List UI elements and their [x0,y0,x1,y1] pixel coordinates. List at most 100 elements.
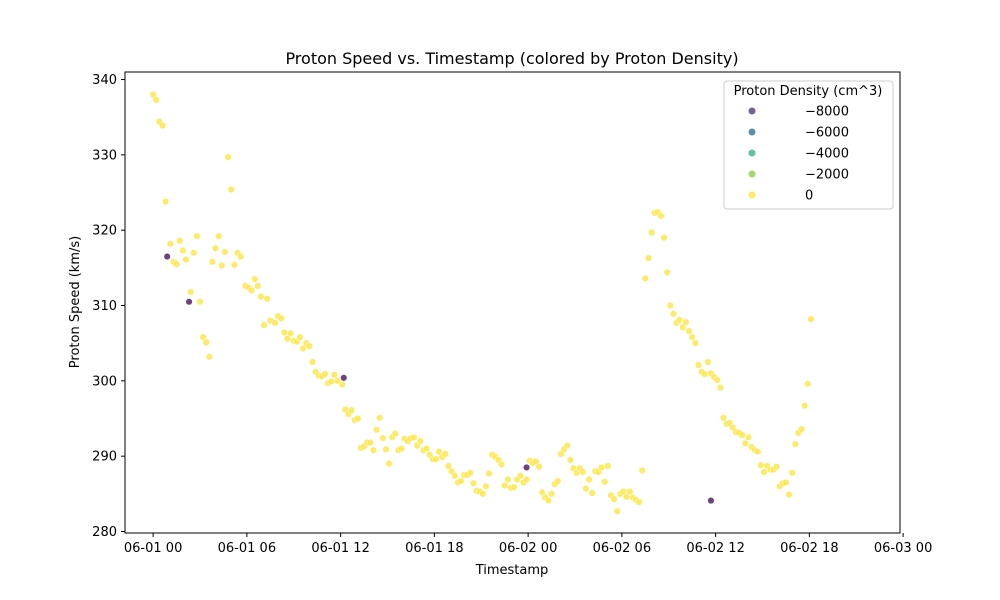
y-axis-label: Proton Speed (km/s) [68,236,83,368]
data-point [498,460,506,469]
y-tick-label: 290 [92,450,117,465]
data-point [538,488,546,496]
data-point [208,258,217,266]
data-point-outlier [163,253,171,261]
data-point [237,253,245,261]
data-point [554,477,562,485]
data-point [601,478,609,486]
legend-title: Proton Density (cm^3) [734,84,883,99]
data-point [305,342,313,350]
data-point [485,469,493,478]
data-point [482,482,490,490]
data-point [410,433,418,441]
data-point [218,262,226,270]
data-point [423,445,431,453]
data-point [215,232,223,240]
data-point [532,457,540,465]
data-point [199,333,207,341]
legend: Proton Density (cm^3) −8000 −6000 −4000 −20… [723,80,894,210]
y-tick-label: 280 [92,525,117,540]
data-point [162,198,170,206]
y-tick-label: 300 [92,374,117,389]
data-point [688,333,696,341]
data-point [701,370,709,378]
data-point-outlier [707,497,715,505]
data-point [579,468,587,476]
data-point [660,234,668,242]
data-point [416,437,424,445]
legend-label: −6000 [805,126,849,141]
data-point [299,344,307,352]
data-point [369,446,377,454]
y-tick-label: 330 [92,148,117,163]
y-tick-label: 310 [92,299,117,314]
data-point [382,445,390,453]
data-point [548,490,556,498]
data-point [585,475,593,484]
data-point [510,483,518,491]
data-point [348,406,356,414]
data-point [610,495,618,503]
y-tick-label: 340 [92,73,117,88]
legend-marker [748,107,756,115]
data-point [466,469,474,477]
data-point [205,353,213,361]
data-point [604,462,612,470]
data-point [152,96,160,104]
data-point [798,425,806,433]
x-tick-label: 06-02 00 [499,541,557,556]
data-point [179,246,187,255]
data-point [330,371,338,379]
data-point [648,228,656,236]
data-point [713,376,721,384]
data-point-outlier [340,374,348,382]
legend-entries: −8000 −6000 −4000 −2000 0 [748,105,849,204]
data-point-outlier [185,298,193,306]
data-point [669,310,677,318]
data-point [354,414,362,423]
plot-area [124,71,901,534]
data-point [212,244,220,252]
y-axis: 280 290 300 310 320 330 340 [92,73,125,540]
data-point [373,426,381,434]
data-point [251,275,259,283]
data-point [321,370,329,378]
data-point [641,274,649,282]
data-point [685,327,693,335]
x-tick-label: 06-01 06 [218,541,276,556]
data-point [308,358,317,366]
x-axis-label: Timestamp [475,563,549,578]
data-point [582,485,590,493]
data-point [333,377,342,385]
data-point [666,301,674,310]
data-point [457,477,465,485]
data-point [719,414,727,422]
data-point-outlier [523,463,531,472]
data-point [451,472,459,480]
data-point [296,333,304,341]
legend-label: 0 [805,189,813,204]
data-point [338,381,346,389]
data-point [173,260,181,268]
x-tick-label: 06-02 12 [686,541,744,556]
legend-box [723,80,894,210]
data-point [248,286,256,294]
legend-marker [748,170,756,178]
data-point [598,463,606,472]
data-point [221,248,229,256]
data-point [149,91,157,99]
data-point [196,298,204,306]
data-point [516,472,524,480]
data-point [385,460,393,468]
data-point [754,448,762,456]
y-tick-label: 320 [92,224,117,239]
data-point [773,463,781,471]
legend-marker [748,191,756,199]
data-point [807,315,815,323]
data-point [158,121,167,130]
data-point [694,361,702,369]
data-point [257,292,265,301]
data-point [227,185,235,194]
data-point [182,256,190,264]
data-point [260,321,268,329]
